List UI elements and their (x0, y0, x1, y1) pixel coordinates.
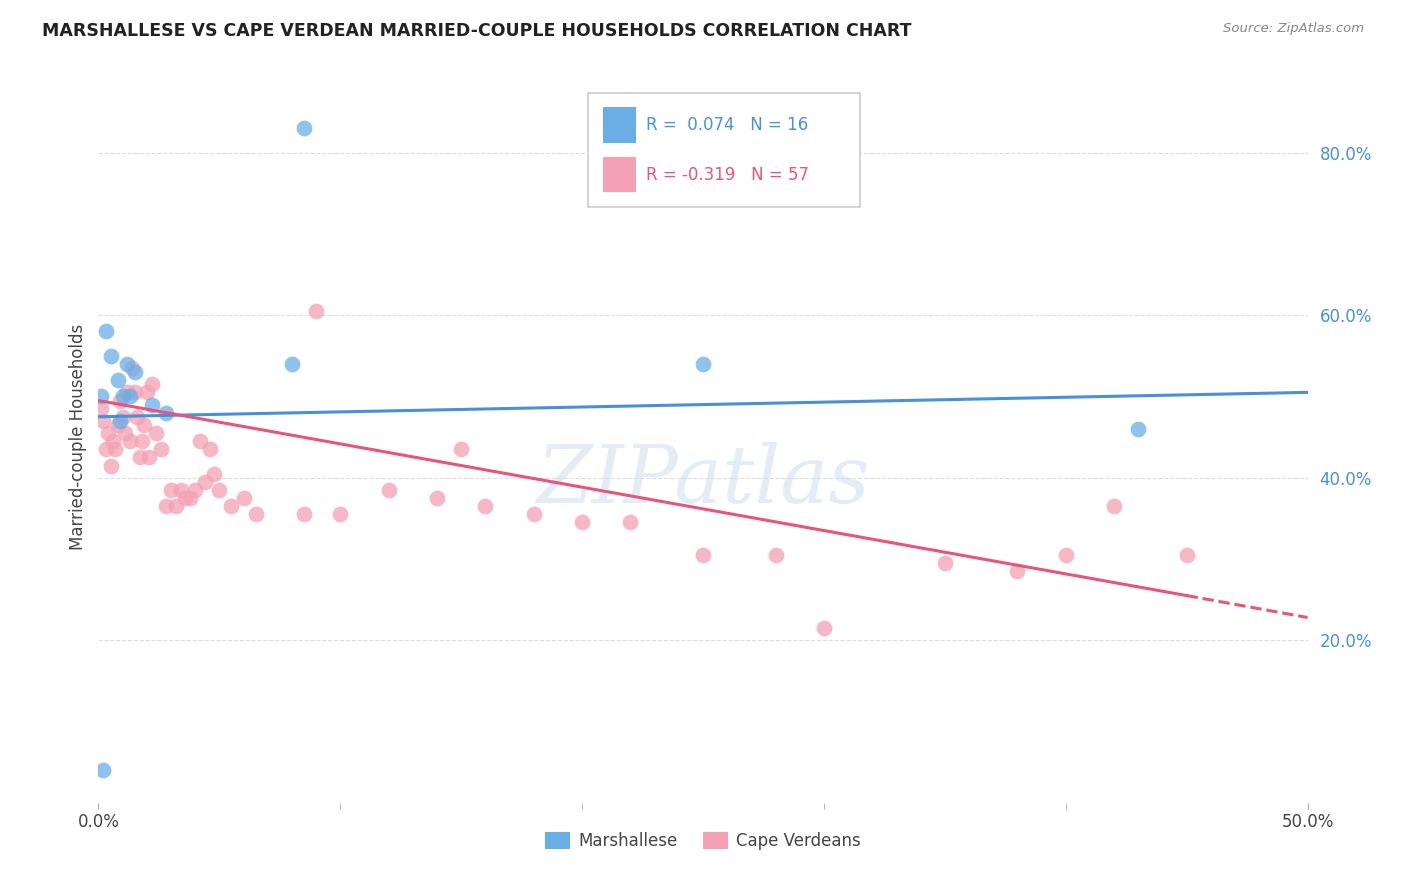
Point (90, 401, 112, 416)
Point (765, 548, 787, 562)
Point (118, 434, 141, 449)
Point (145, 425, 167, 440)
Point (141, 398, 163, 412)
Point (100, 458, 122, 473)
Point (619, 516, 641, 530)
Point (1175, 548, 1198, 562)
Point (377, 483, 399, 497)
Point (114, 425, 136, 440)
Point (208, 483, 231, 497)
Point (131, 434, 153, 449)
Point (141, 377, 163, 392)
Point (179, 491, 201, 505)
Y-axis label: Married-couple Households: Married-couple Households (69, 324, 87, 550)
Point (188, 434, 211, 449)
Point (94, 325, 117, 339)
Point (107, 373, 129, 387)
Point (124, 365, 146, 379)
Point (813, 621, 835, 635)
Point (117, 357, 139, 371)
Point (165, 499, 187, 513)
Point (232, 491, 254, 505)
Bar (603, 108, 637, 143)
Point (1007, 564, 1029, 578)
Point (97, 425, 120, 440)
Point (281, 357, 304, 371)
Point (934, 556, 956, 570)
Point (101, 434, 124, 449)
Point (127, 409, 149, 424)
Point (692, 357, 714, 371)
Text: R =  0.074   N = 16: R = 0.074 N = 16 (647, 116, 808, 134)
Text: Source: ZipAtlas.com: Source: ZipAtlas.com (1223, 22, 1364, 36)
Point (523, 508, 546, 522)
Point (160, 483, 183, 497)
Point (426, 491, 449, 505)
Point (450, 442, 472, 457)
Legend: Marshallese, Cape Verdeans: Marshallese, Cape Verdeans (538, 825, 868, 856)
Point (571, 516, 593, 530)
Point (111, 389, 134, 403)
Point (91, 764, 114, 778)
Point (221, 499, 243, 513)
Point (150, 442, 173, 457)
Point (184, 483, 207, 497)
Point (94, 442, 117, 457)
Bar (603, 157, 637, 193)
Point (305, 304, 328, 318)
Point (108, 414, 131, 428)
Point (174, 491, 197, 505)
Text: MARSHALLESE VS CAPE VERDEAN MARRIED-COUPLE HOUSEHOLDS CORRELATION CHART: MARSHALLESE VS CAPE VERDEAN MARRIED-COUP… (42, 22, 911, 40)
Point (292, 508, 315, 522)
Point (134, 417, 156, 432)
Point (117, 385, 139, 400)
Point (204, 467, 226, 481)
Point (692, 548, 714, 562)
Point (245, 508, 267, 522)
Point (128, 450, 150, 465)
Point (138, 450, 160, 465)
Text: ZIPatlas: ZIPatlas (536, 442, 870, 520)
Point (1054, 548, 1077, 562)
Point (1128, 422, 1150, 436)
Point (91, 414, 114, 428)
Point (121, 361, 143, 376)
Text: R = -0.319   N = 57: R = -0.319 N = 57 (647, 166, 810, 184)
Point (474, 499, 496, 513)
Point (111, 409, 134, 424)
Point (169, 483, 191, 497)
Point (107, 417, 129, 432)
Point (198, 442, 221, 457)
Point (118, 389, 141, 403)
Point (155, 406, 177, 420)
Point (104, 442, 127, 457)
Point (292, 121, 315, 136)
Point (124, 385, 146, 400)
Point (135, 385, 157, 400)
Point (100, 349, 122, 363)
Point (108, 393, 131, 408)
Point (329, 508, 352, 522)
FancyBboxPatch shape (588, 94, 860, 207)
Point (90, 389, 112, 403)
Point (194, 475, 217, 489)
Point (155, 499, 177, 513)
Point (1102, 499, 1125, 513)
